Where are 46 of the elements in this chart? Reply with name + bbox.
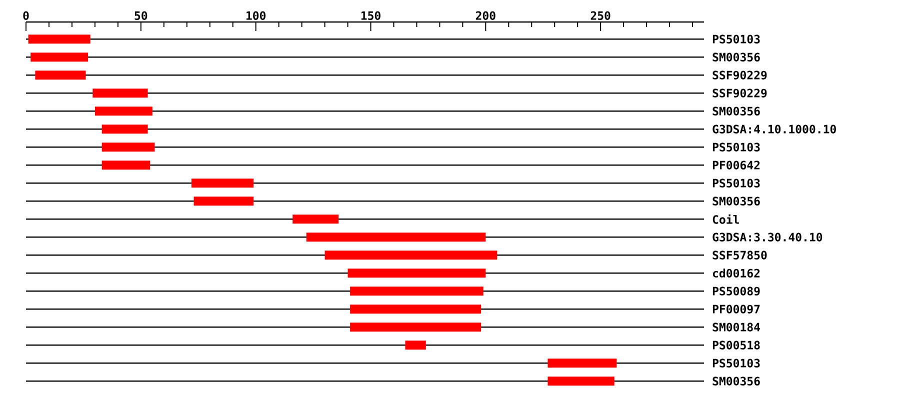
- bar: [348, 268, 486, 278]
- y-tick-label: G3DSA:3.30.40.10: [712, 232, 822, 242]
- y-tick-label: G3DSA:4.10.1000.10: [712, 124, 836, 134]
- bar: [102, 142, 155, 152]
- bar: [292, 214, 339, 224]
- x-tick-label: 200: [476, 11, 496, 20]
- bar: [191, 178, 254, 188]
- bar: [35, 70, 86, 80]
- y-tick-label: SM00184: [712, 322, 760, 332]
- y-tick-label: PF00097: [712, 304, 760, 314]
- x-tick-label: 150: [361, 11, 380, 20]
- y-tick-label: PS50103: [712, 34, 760, 44]
- y-tick-label: PF00642: [712, 160, 760, 170]
- x-tick-label: 0: [23, 11, 29, 20]
- bar: [306, 232, 486, 242]
- bar: [30, 52, 88, 62]
- y-tick-label: SSF57850: [712, 250, 767, 260]
- bar: [324, 250, 498, 260]
- x-tick-label: 100: [246, 11, 266, 20]
- y-tick-label: PS50103: [712, 178, 760, 188]
- y-tick-label: Coil: [712, 214, 739, 224]
- bar: [548, 358, 617, 368]
- bar: [102, 124, 148, 134]
- bar: [194, 196, 254, 206]
- y-tick-label: SSF90229: [712, 88, 767, 98]
- bar: [405, 340, 426, 350]
- y-tick-label: SM00356: [712, 52, 760, 62]
- bar: [350, 322, 482, 332]
- y-tick-label: PS50103: [712, 142, 760, 152]
- x-tick-label: 250: [590, 11, 610, 20]
- y-tick-label: SM00356: [712, 196, 760, 206]
- bar: [350, 286, 484, 296]
- bar: [94, 106, 152, 116]
- bar: [28, 34, 90, 44]
- bar: [350, 304, 482, 314]
- y-tick-label: SSF90229: [712, 70, 767, 80]
- y-tick-label: PS00518: [712, 340, 760, 350]
- x-tick-label: 50: [134, 11, 148, 20]
- y-tick-label: SM00356: [712, 106, 760, 116]
- bar: [548, 376, 614, 386]
- y-tick-label: PS50089: [712, 286, 760, 296]
- bar: [92, 88, 148, 98]
- y-tick-label: cd00162: [712, 268, 760, 278]
- bar: [102, 160, 150, 170]
- y-tick-label: SM00356: [712, 376, 760, 386]
- y-tick-label: PS50103: [712, 358, 760, 368]
